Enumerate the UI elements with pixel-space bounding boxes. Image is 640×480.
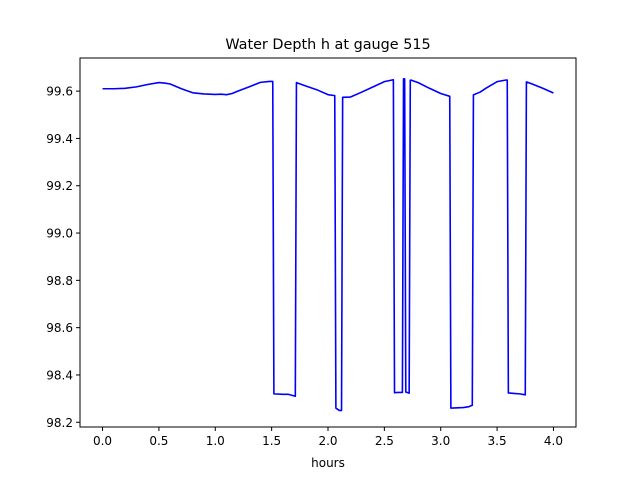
x-axis: 0.0 0.5 1.0 1.5 2.0 2.5 3.0 3.5 4.0 bbox=[93, 427, 563, 448]
y-tick-label: 98.2 bbox=[46, 416, 73, 430]
chart-title: Water Depth h at gauge 515 bbox=[225, 37, 430, 53]
y-tick-label: 99.4 bbox=[46, 132, 73, 146]
x-tick-label: 3.5 bbox=[488, 434, 507, 448]
y-axis: 98.2 98.4 98.6 98.8 99.0 99.2 99.4 99.6 bbox=[46, 85, 80, 430]
x-tick-label: 0.5 bbox=[149, 434, 168, 448]
y-tick-label: 98.6 bbox=[46, 321, 73, 335]
y-tick-label: 98.4 bbox=[46, 368, 73, 382]
x-tick-label: 2.0 bbox=[318, 434, 337, 448]
x-tick-label: 1.0 bbox=[206, 434, 225, 448]
plot-background bbox=[80, 58, 576, 427]
x-tick-label: 2.5 bbox=[375, 434, 394, 448]
y-tick-label: 99.6 bbox=[46, 85, 73, 99]
x-axis-label: hours bbox=[311, 456, 345, 470]
y-tick-label: 98.8 bbox=[46, 274, 73, 288]
x-tick-label: 4.0 bbox=[544, 434, 563, 448]
y-tick-label: 99.0 bbox=[46, 227, 73, 241]
x-tick-label: 1.5 bbox=[262, 434, 281, 448]
y-tick-label: 99.2 bbox=[46, 179, 73, 193]
x-tick-label: 0.0 bbox=[93, 434, 112, 448]
series-line bbox=[102, 78, 554, 412]
x-tick-label: 3.0 bbox=[431, 434, 450, 448]
plot-area bbox=[79, 57, 577, 428]
